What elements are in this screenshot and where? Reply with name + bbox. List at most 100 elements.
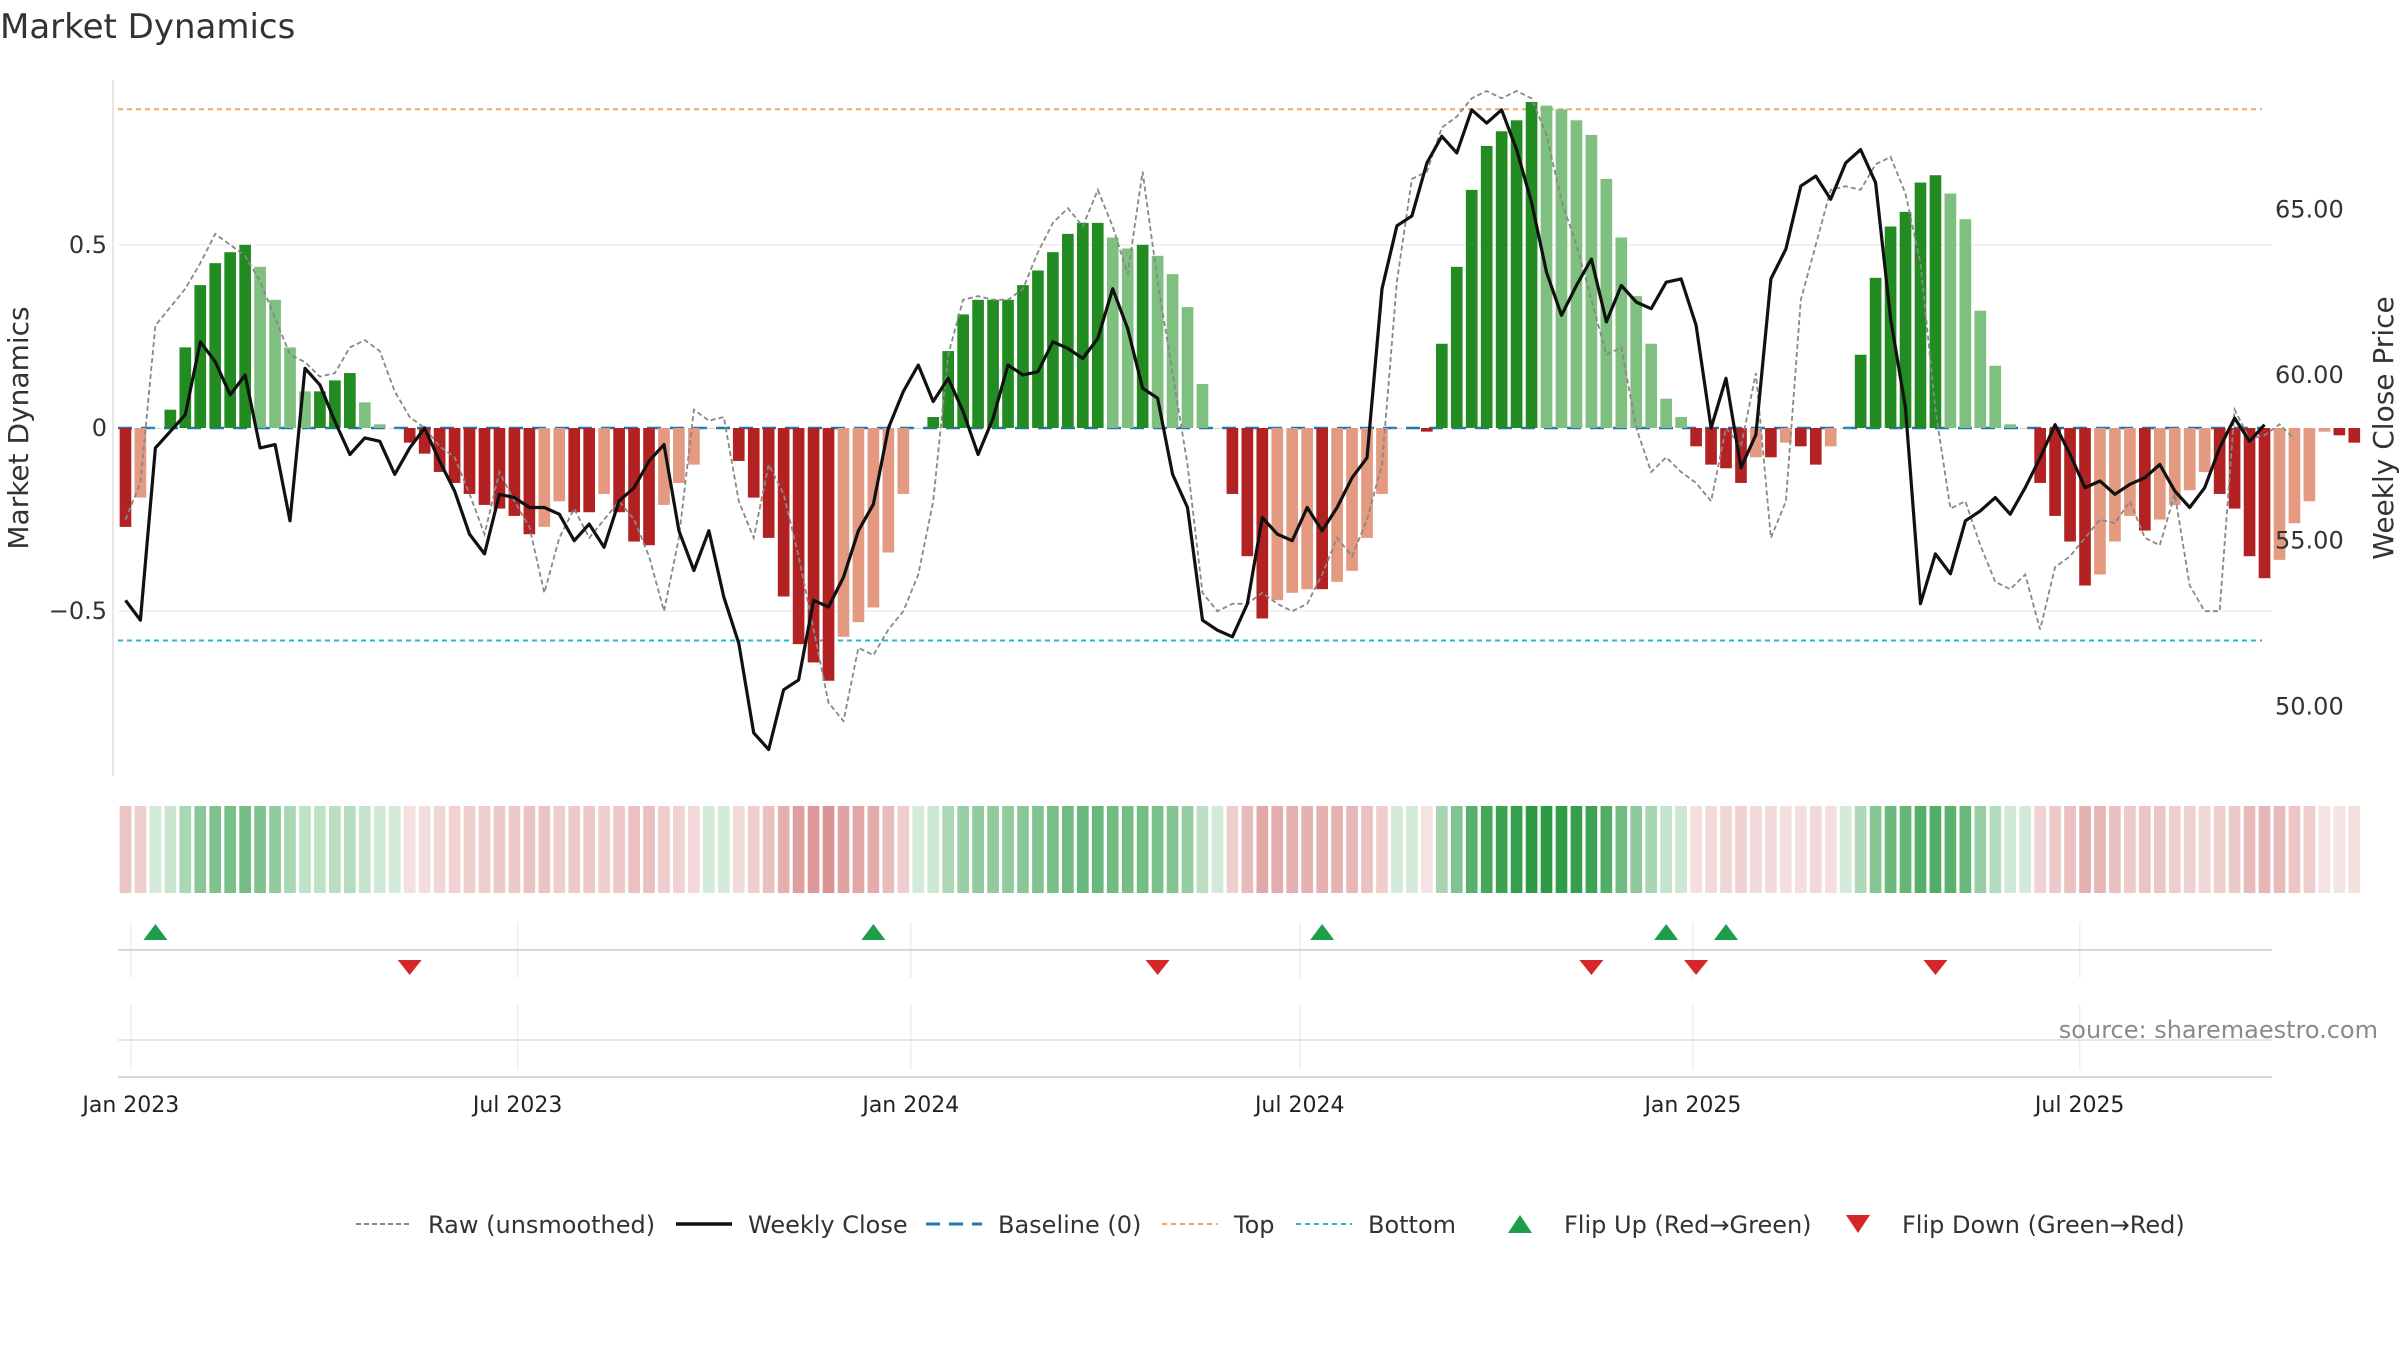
heat-cell	[1884, 806, 1897, 893]
dynamics-bar	[2198, 428, 2211, 472]
heat-cell	[224, 806, 237, 893]
source-note: source: sharemaestro.com	[2059, 1016, 2378, 1044]
dynamics-bar	[658, 428, 670, 505]
heat-cell	[912, 806, 925, 893]
heat-cell	[1794, 806, 1807, 893]
heat-cell	[2348, 806, 2361, 893]
heat-cell	[598, 806, 610, 893]
flip-down-marker	[397, 960, 422, 975]
dynamics-bar	[1989, 365, 2002, 428]
heat-cell	[134, 806, 147, 893]
dynamics-bar	[418, 428, 431, 454]
heat-cell	[882, 806, 895, 893]
heat-cell	[2064, 806, 2076, 893]
dynamics-bar	[1750, 428, 1762, 458]
y-tick-label: 0	[92, 414, 107, 442]
heat-cell	[717, 806, 730, 893]
heat-cell	[2198, 806, 2211, 893]
heat-cell	[1062, 806, 1074, 893]
dynamics-bar	[478, 428, 491, 505]
heat-cell	[1510, 806, 1523, 893]
heat-cell	[1809, 806, 1822, 893]
legend-swatch-flip-down	[1846, 1215, 1870, 1233]
legend-label: Bottom	[1368, 1211, 1456, 1239]
heat-cell	[1435, 806, 1448, 893]
dynamics-bar	[508, 428, 521, 516]
heat-cell	[1465, 806, 1478, 893]
dynamics-bar	[1944, 193, 1957, 428]
dynamics-bar	[2348, 428, 2361, 443]
heat-cell	[149, 806, 162, 893]
heat-cell	[1959, 806, 1972, 893]
legend-item: Top	[1162, 1211, 1275, 1239]
dynamics-bar	[1735, 428, 1747, 483]
heat-cell	[1974, 806, 1987, 893]
dynamics-bar	[119, 428, 132, 527]
heat-cell	[254, 806, 266, 893]
dynamics-bars	[119, 101, 2361, 681]
dynamics-bar	[867, 428, 880, 608]
heat-cell	[643, 806, 655, 893]
heat-cell	[1645, 806, 1658, 893]
dynamics-bar	[2258, 428, 2271, 579]
dynamics-bar	[1450, 266, 1463, 428]
dynamics-bar	[792, 428, 805, 645]
dynamics-bar	[1780, 428, 1792, 443]
heat-cell	[1600, 806, 1613, 893]
dynamics-bar	[1032, 270, 1044, 428]
heat-cell	[2213, 806, 2226, 893]
dynamics-bar	[1570, 120, 1583, 428]
dynamics-bar	[1854, 354, 1867, 428]
heat-cell	[119, 806, 132, 893]
dynamics-bar	[897, 428, 910, 494]
dynamics-bar	[209, 263, 222, 428]
flip-markers	[143, 924, 1948, 975]
dynamics-bar	[1869, 277, 1882, 428]
dynamics-bar	[1316, 428, 1328, 590]
dynamics-bar	[2153, 428, 2166, 520]
heat-cell	[628, 806, 640, 893]
heat-cell	[762, 806, 775, 893]
heat-cell	[1091, 806, 1104, 893]
heat-cell	[209, 806, 222, 893]
heat-cell	[1376, 806, 1388, 893]
dynamics-bar	[239, 244, 251, 428]
heat-cell	[1929, 806, 1942, 893]
dynamics-bar	[2183, 428, 2196, 491]
dynamics-bar	[1645, 343, 1658, 428]
dynamics-bar	[583, 428, 596, 513]
dynamics-bar	[1809, 428, 1822, 465]
legend-label: Flip Up (Red→Green)	[1564, 1211, 1812, 1239]
dynamics-bar	[2273, 428, 2286, 560]
dynamics-bar	[1630, 296, 1643, 428]
dynamics-bar	[1106, 237, 1119, 428]
flip-up-marker	[1310, 924, 1335, 940]
heat-cell	[1615, 806, 1628, 893]
dynamics-bar	[807, 428, 820, 663]
heat-cell	[1555, 806, 1568, 893]
dynamics-bar	[732, 428, 745, 461]
dynamics-bar	[329, 380, 341, 428]
heat-cell	[1450, 806, 1463, 893]
dynamics-bar	[1495, 131, 1508, 428]
heat-cell	[942, 806, 955, 893]
heat-cell	[1106, 806, 1119, 893]
x-tick-label: Jan 2024	[860, 1093, 959, 1118]
heat-cell	[1017, 806, 1029, 893]
dynamics-bar	[1585, 134, 1598, 428]
dynamics-bar	[1361, 428, 1373, 538]
dynamics-bar	[1839, 428, 1852, 429]
y2-axis-label: Weekly Close Price	[2367, 296, 2400, 559]
y-tick-label: −0.5	[49, 597, 107, 625]
grid-lines	[112, 80, 2272, 776]
legend-item: Flip Up (Red→Green)	[1508, 1211, 1812, 1239]
dynamics-bar	[2243, 428, 2256, 557]
dynamics-bar	[388, 428, 401, 429]
dynamics-bar	[299, 391, 311, 428]
heat-cell	[164, 806, 177, 893]
heat-cell	[1151, 806, 1164, 893]
heat-cell	[897, 806, 910, 893]
heat-cell	[2139, 806, 2151, 893]
dynamics-bar	[2333, 428, 2346, 436]
